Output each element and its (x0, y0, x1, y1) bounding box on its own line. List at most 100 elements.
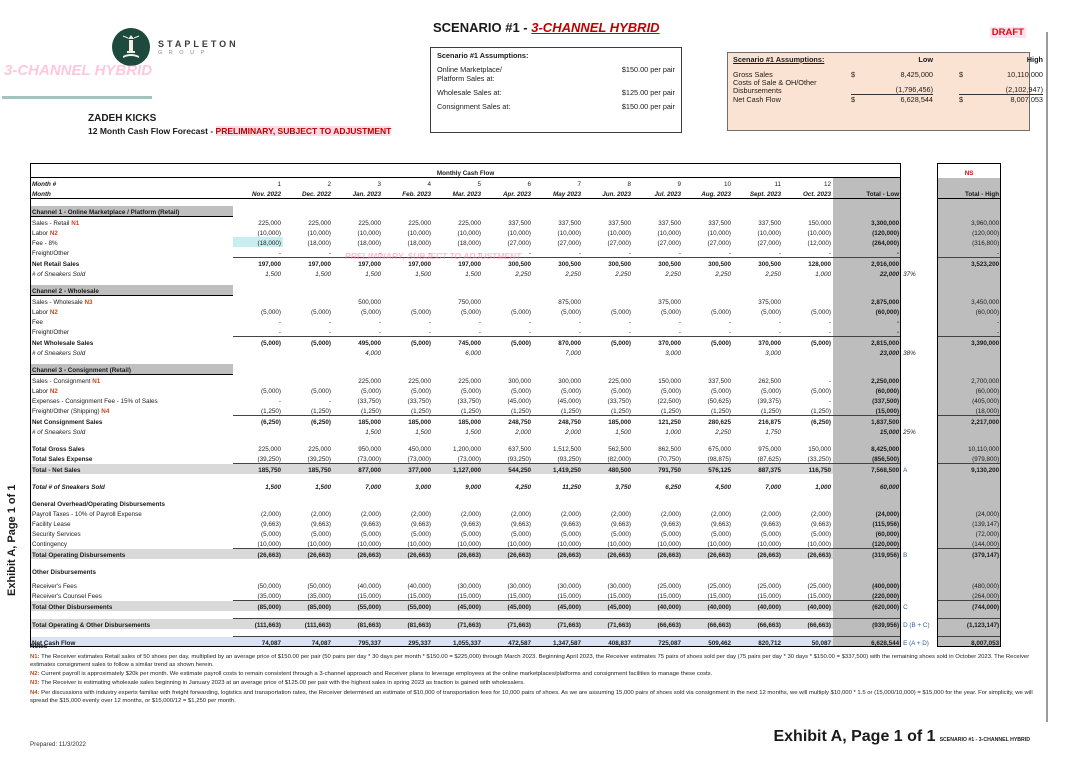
cell (483, 629, 533, 637)
note-marker: N3 (82, 298, 93, 306)
cell: (1,123,147) (937, 618, 1002, 629)
cell: (26,663) (783, 548, 833, 559)
cell: (66,663) (683, 618, 733, 629)
cell: 3,000 (665, 349, 681, 357)
lighthouse-icon (112, 28, 150, 66)
cell: 870,000 (533, 336, 583, 347)
cell (783, 436, 833, 443)
cell: (9,663) (511, 520, 531, 528)
cell: (2,000) (261, 510, 281, 518)
cell: (39,250) (307, 455, 331, 463)
cell: 197,000 (433, 257, 483, 268)
cell: (27,000) (657, 239, 681, 247)
cell (733, 491, 783, 498)
cell: - (728, 328, 731, 336)
cell (937, 285, 1002, 296)
cell (783, 285, 833, 296)
cell: (70,750) (657, 455, 681, 463)
cell (30, 491, 233, 498)
cell: (15,000) (807, 592, 831, 600)
cell: Facility Lease (32, 520, 71, 528)
cell: 375,000 (758, 298, 781, 306)
cell: 1,500 (315, 270, 331, 278)
cell: - (778, 318, 781, 326)
cell: (98,875) (707, 455, 731, 463)
cell (733, 474, 783, 481)
cell: D (B + C) (901, 618, 938, 629)
cell: (45,000) (557, 397, 581, 405)
cell: Receiver's Fees (32, 582, 77, 590)
cell: 1,419,250 (533, 463, 583, 474)
cell: # of Sneakers Sold (32, 270, 86, 278)
cell: 8,007,053 (937, 636, 1002, 647)
cell (683, 566, 733, 576)
assumption-row: Online Marketplace/ Platform Sales at: $… (437, 65, 675, 83)
cell: 887,375 (733, 463, 783, 474)
cell (783, 206, 833, 217)
cell: (93,250) (557, 455, 581, 463)
cell (683, 559, 733, 566)
cell: 225,000 (258, 219, 281, 227)
cell: (10,000) (257, 540, 281, 548)
cell (901, 491, 938, 498)
cell (901, 227, 938, 237)
cell (901, 206, 938, 217)
cell: (5,000) (361, 530, 381, 538)
cell: (27,000) (707, 239, 731, 247)
cell: (5,000) (461, 387, 481, 395)
cell (633, 491, 683, 498)
cell: (87,625) (757, 455, 781, 463)
cell: - (937, 326, 1002, 337)
cell: (2,000) (661, 510, 681, 518)
cell: 6,000 (465, 349, 481, 357)
cell: (744,000) (937, 600, 1002, 611)
cell: 128,000 (783, 257, 833, 268)
cell (901, 498, 938, 508)
cell: 675,000 (708, 445, 731, 453)
cell (533, 364, 583, 375)
cell: (25,000) (707, 582, 731, 590)
summary-col-low: Low (918, 55, 933, 64)
table-row: Sales - Wholesale N3 500,000 750,000 875,00… (30, 295, 1002, 306)
cell (683, 278, 733, 285)
cell (937, 177, 1002, 188)
cell (483, 611, 533, 619)
cell: - (833, 326, 902, 337)
cell: (6,250) (283, 415, 333, 426)
cell: (26,663) (433, 548, 483, 559)
cell: (5,000) (683, 336, 733, 347)
cell (633, 559, 683, 566)
cell (233, 375, 283, 386)
cell (937, 278, 1002, 285)
cell: (33,750) (607, 397, 631, 405)
cell: (40,000) (683, 600, 733, 611)
cell (583, 559, 633, 566)
cell (333, 474, 383, 481)
cell: (81,663) (383, 618, 433, 629)
cell: 750,000 (458, 298, 481, 306)
cell: Mar. 2023 (433, 188, 483, 199)
cell (483, 491, 533, 498)
cell: (5,000) (811, 308, 831, 316)
cell: 185,000 (433, 415, 483, 426)
cell (283, 199, 333, 207)
cell: (15,000) (657, 592, 681, 600)
cell: 7,000 (565, 349, 581, 357)
cell: (9,663) (261, 520, 281, 528)
cell (901, 247, 938, 258)
table-row: Net Retail Sales 197,000 197,000 197,000 197… (30, 257, 1002, 268)
cell: Monthly Cash Flow (30, 163, 902, 178)
cell (901, 316, 938, 326)
cell: (1,250) (561, 407, 581, 415)
cell: 337,500 (558, 219, 581, 227)
cell: 1,000 (815, 483, 831, 491)
table-row (30, 357, 1002, 364)
cell: 725,087 (633, 636, 683, 647)
cell: (30,000) (607, 582, 631, 590)
cell (733, 498, 783, 508)
cell: - (833, 316, 902, 326)
summary-low-value: 8,425,000 (900, 70, 933, 80)
cell: (40,000) (783, 600, 833, 611)
table-row: Net Cash Flow 74,087 74,087 795,337 295,337 1… (30, 636, 1002, 647)
cell (533, 357, 583, 364)
